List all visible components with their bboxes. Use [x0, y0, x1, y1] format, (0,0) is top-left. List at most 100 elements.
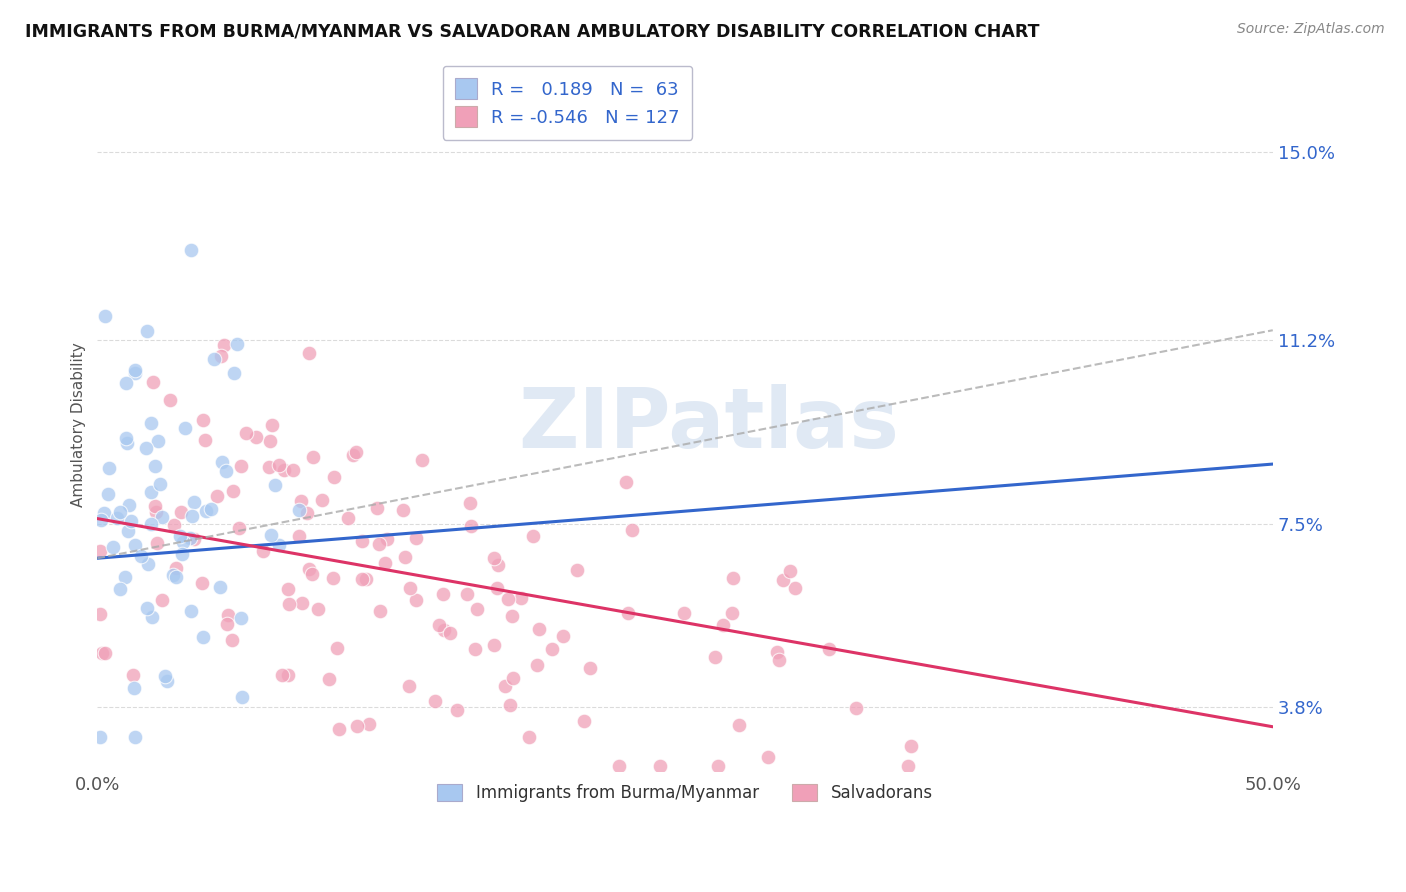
Point [394, 550, 416, 565]
Legend: Immigrants from Burma/Myanmar, Salvadorans: Immigrants from Burma/Myanmar, Salvadora… [425, 771, 946, 815]
Point [264, 478, 287, 492]
Point [648, 759, 671, 773]
Point [494, 680, 516, 694]
Point [143, 499, 166, 513]
Point [222, 483, 245, 498]
Point [89, 730, 111, 744]
Point [202, 351, 225, 366]
Point [616, 606, 638, 620]
Point [118, 498, 141, 512]
Point [486, 582, 509, 596]
Point [527, 623, 550, 637]
Point [165, 561, 187, 575]
Point [146, 434, 169, 448]
Point [172, 535, 194, 549]
Point [181, 509, 204, 524]
Point [129, 549, 152, 563]
Point [356, 572, 378, 586]
Point [553, 629, 575, 643]
Point [90, 513, 112, 527]
Point [845, 700, 868, 714]
Point [368, 537, 391, 551]
Point [509, 591, 531, 606]
Point [620, 523, 643, 537]
Point [427, 618, 450, 632]
Point [117, 524, 139, 538]
Point [290, 494, 312, 508]
Point [231, 690, 253, 705]
Point [357, 716, 380, 731]
Point [277, 668, 299, 682]
Point [124, 730, 146, 744]
Point [145, 505, 167, 519]
Point [215, 464, 238, 478]
Point [89, 607, 111, 622]
Point [110, 582, 132, 596]
Point [141, 484, 163, 499]
Point [225, 337, 247, 351]
Point [259, 434, 281, 449]
Point [124, 366, 146, 380]
Point [721, 571, 744, 585]
Point [578, 661, 600, 675]
Point [298, 346, 321, 360]
Point [245, 430, 267, 444]
Point [156, 673, 179, 688]
Point [458, 496, 481, 510]
Point [180, 604, 202, 618]
Point [425, 694, 447, 708]
Point [344, 445, 367, 459]
Point [368, 604, 391, 618]
Point [607, 759, 630, 773]
Point [222, 366, 245, 380]
Point [267, 458, 290, 472]
Point [392, 502, 415, 516]
Point [501, 608, 523, 623]
Point [120, 514, 142, 528]
Point [257, 459, 280, 474]
Point [768, 653, 790, 667]
Point [323, 470, 346, 484]
Point [484, 551, 506, 566]
Point [141, 517, 163, 532]
Point [278, 597, 301, 611]
Point [94, 309, 117, 323]
Point [117, 436, 139, 450]
Point [121, 668, 143, 682]
Point [93, 506, 115, 520]
Point [211, 455, 233, 469]
Point [162, 568, 184, 582]
Point [673, 606, 696, 620]
Point [89, 544, 111, 558]
Point [146, 536, 169, 550]
Point [212, 338, 235, 352]
Point [101, 540, 124, 554]
Point [221, 633, 243, 648]
Point [326, 640, 349, 655]
Point [179, 531, 201, 545]
Point [163, 518, 186, 533]
Point [122, 681, 145, 695]
Point [97, 461, 120, 475]
Point [728, 718, 751, 732]
Point [499, 698, 522, 713]
Point [209, 349, 232, 363]
Point [706, 759, 728, 773]
Point [703, 649, 725, 664]
Point [260, 528, 283, 542]
Point [135, 324, 157, 338]
Point [281, 463, 304, 477]
Point [200, 501, 222, 516]
Point [273, 463, 295, 477]
Y-axis label: Ambulatory Disability: Ambulatory Disability [72, 342, 86, 507]
Point [191, 630, 214, 644]
Point [322, 571, 344, 585]
Point [153, 669, 176, 683]
Point [229, 610, 252, 624]
Point [159, 393, 181, 408]
Point [149, 476, 172, 491]
Point [900, 739, 922, 754]
Point [465, 601, 488, 615]
Point [114, 431, 136, 445]
Point [169, 505, 191, 519]
